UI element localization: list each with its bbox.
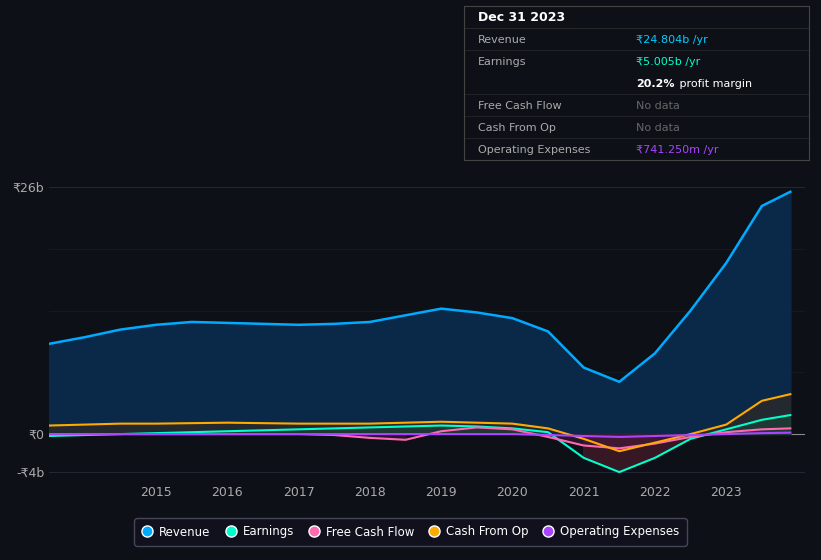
Text: ₹741.250m /yr: ₹741.250m /yr xyxy=(636,144,718,155)
Text: No data: No data xyxy=(636,123,680,133)
Legend: Revenue, Earnings, Free Cash Flow, Cash From Op, Operating Expenses: Revenue, Earnings, Free Cash Flow, Cash … xyxy=(135,519,686,545)
Text: Dec 31 2023: Dec 31 2023 xyxy=(478,11,565,24)
Text: Revenue: Revenue xyxy=(478,35,526,45)
Text: Cash From Op: Cash From Op xyxy=(478,123,556,133)
Text: Free Cash Flow: Free Cash Flow xyxy=(478,101,562,111)
Text: Earnings: Earnings xyxy=(478,57,526,67)
Text: No data: No data xyxy=(636,101,680,111)
Text: profit margin: profit margin xyxy=(676,79,752,88)
Text: ₹24.804b /yr: ₹24.804b /yr xyxy=(636,35,708,45)
Text: Operating Expenses: Operating Expenses xyxy=(478,144,590,155)
Text: ₹5.005b /yr: ₹5.005b /yr xyxy=(636,57,700,67)
Text: 20.2%: 20.2% xyxy=(636,79,675,88)
